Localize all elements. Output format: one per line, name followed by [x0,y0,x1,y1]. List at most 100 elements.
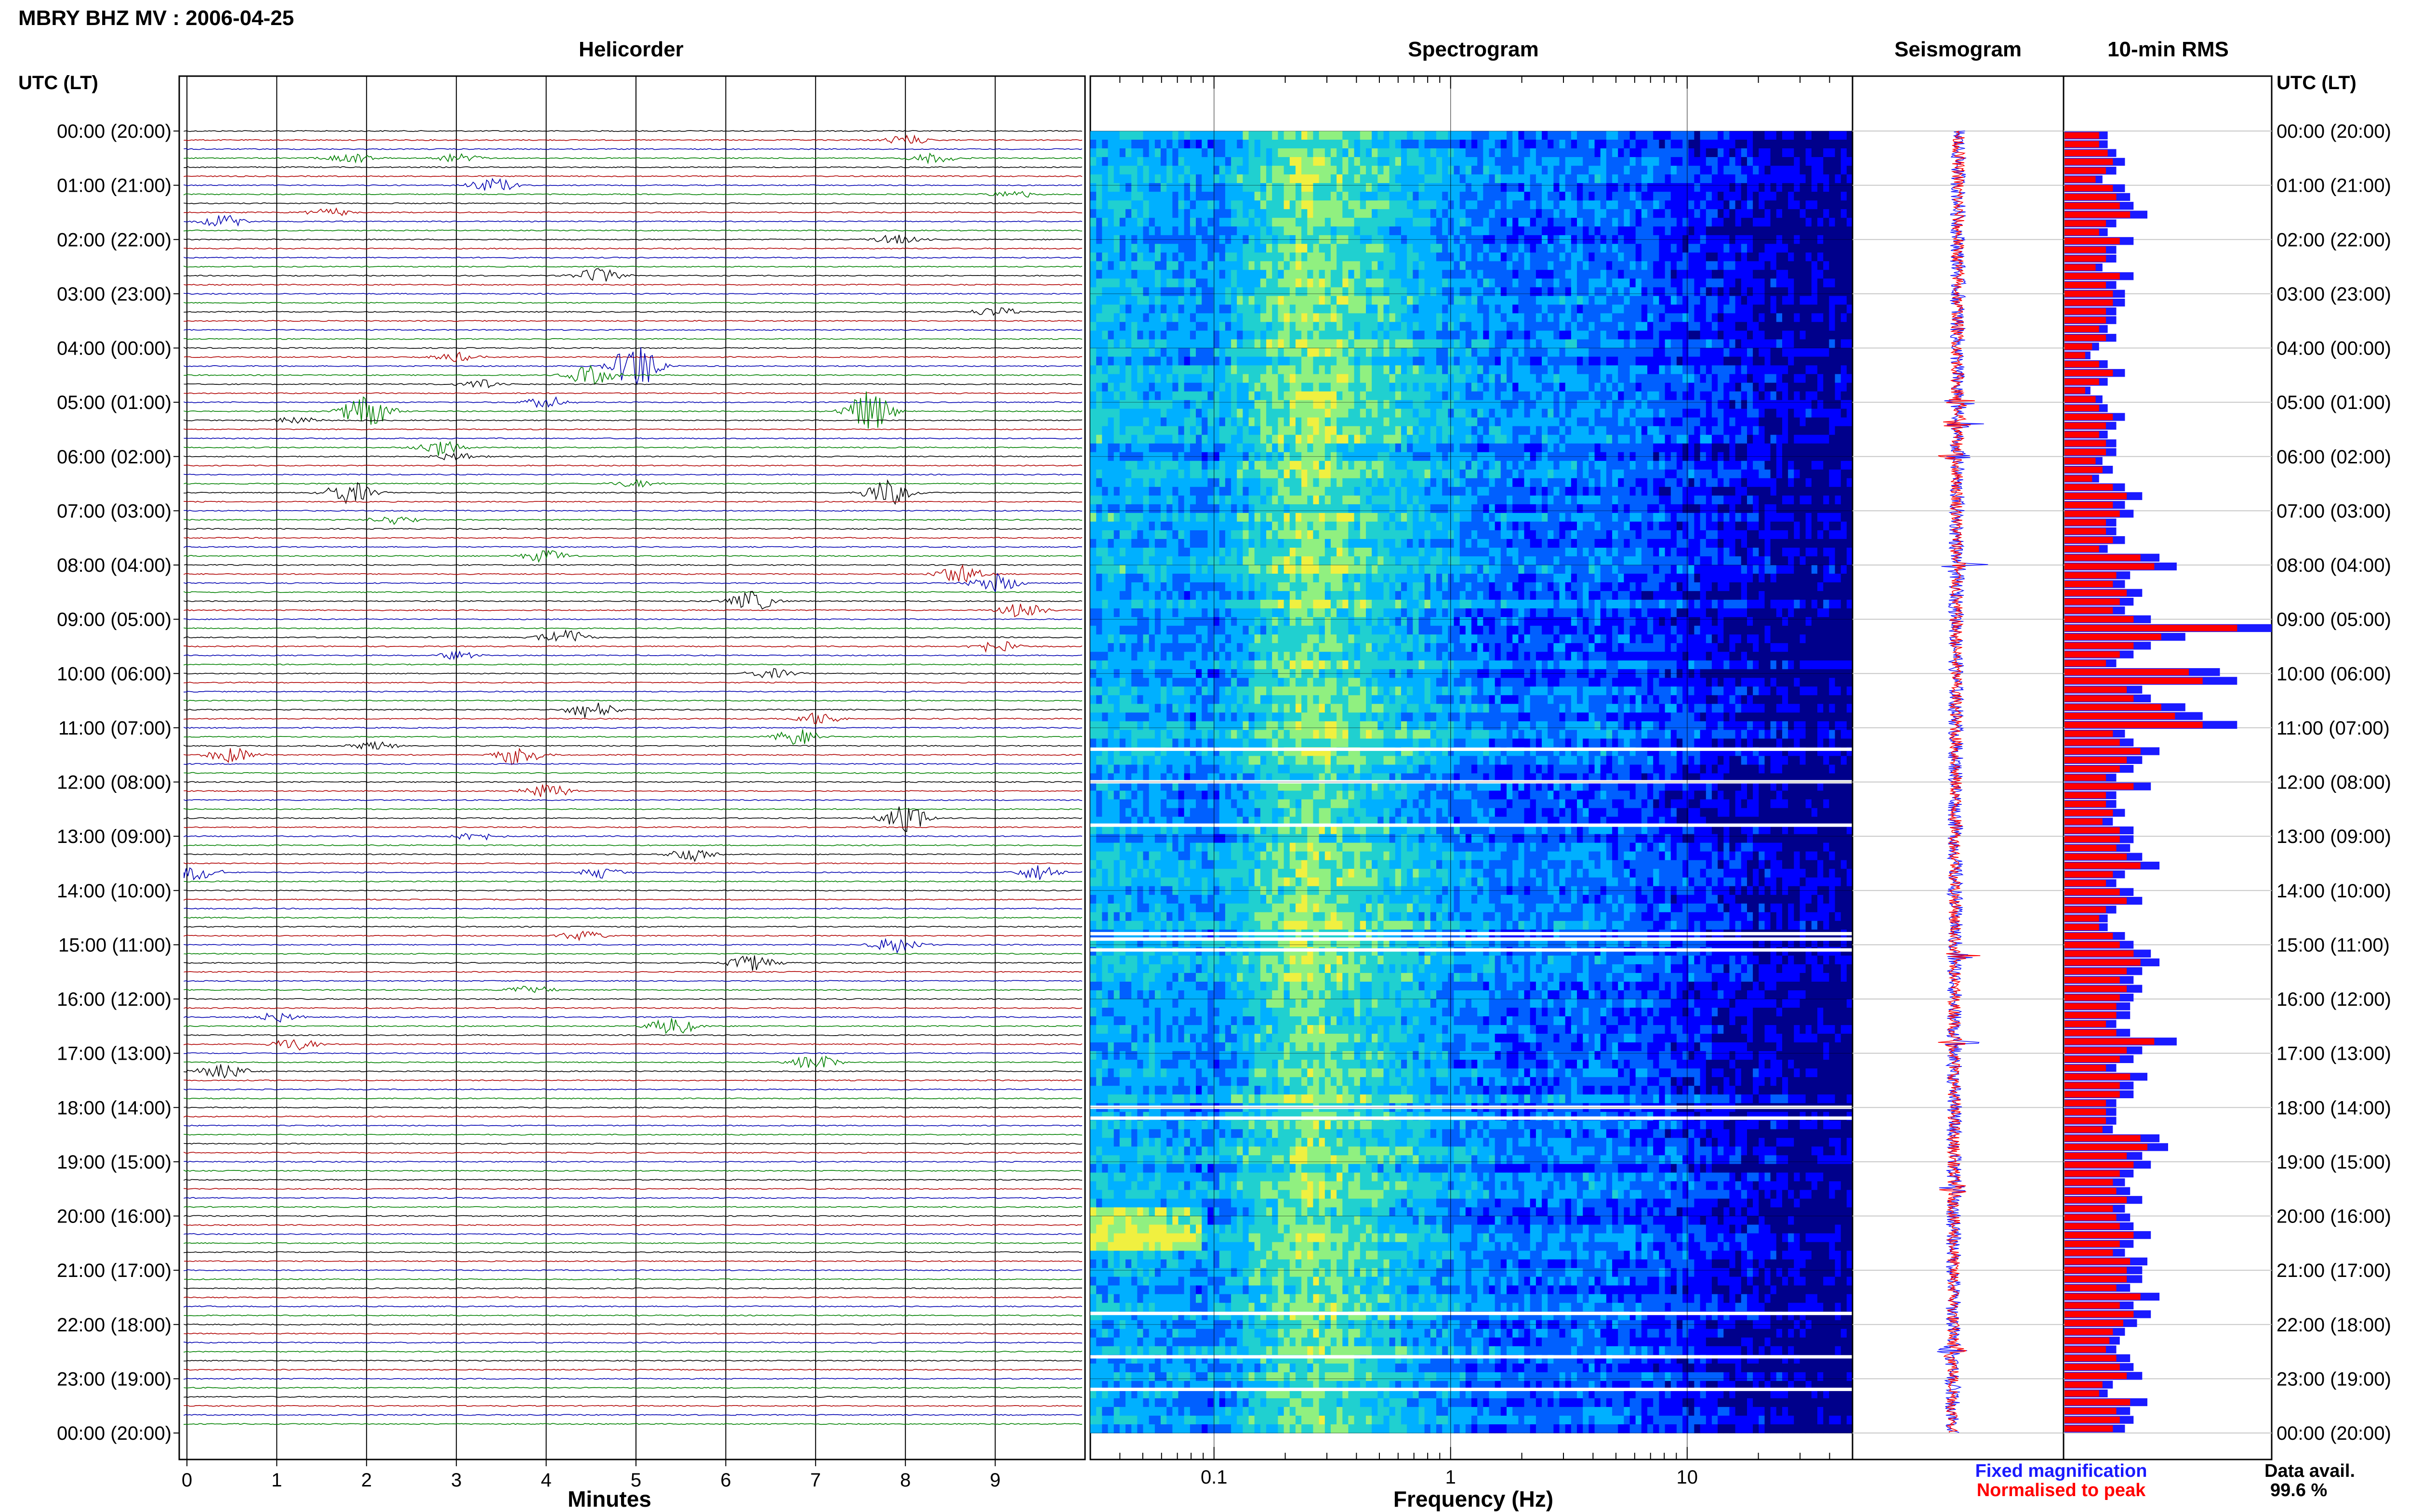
spectrogram-cell [1196,434,1202,444]
spectrogram-cell [1430,391,1437,401]
spectrogram-cell [1254,330,1261,340]
spectrogram-cell [1196,382,1202,392]
spectrogram-cell [1794,148,1800,158]
spectrogram-cell [1735,192,1742,201]
spectrogram-cell [1383,391,1390,401]
spectrogram-cell [1213,339,1220,349]
spectrogram-cell [1776,304,1783,314]
spectrogram-cell [1500,365,1507,375]
spectrogram-cell [1465,261,1472,270]
spectrogram-cell [1237,209,1243,218]
spectrogram-cell [1313,270,1320,279]
spectrogram-cell [1600,270,1607,279]
spectrogram-cell [1641,200,1648,210]
spectrogram-cell [1389,348,1396,357]
spectrogram-cell [1647,304,1654,314]
spectrogram-cell [1202,400,1208,409]
spectrogram-cell [1272,287,1278,296]
spectrogram-cell [1154,192,1161,201]
spectrogram-cell [1718,131,1724,140]
spectrogram-cell [1131,157,1138,166]
spectrogram-cell [1530,330,1536,340]
spectrogram-cell [1149,400,1155,409]
spectrogram-cell [1260,252,1267,262]
spectrogram-cell [1829,382,1836,392]
spectrogram-cell [1272,374,1278,383]
spectrogram-cell [1254,200,1261,210]
spectrogram-cell [1823,417,1829,427]
spectrogram-cell [1711,157,1718,166]
spectrogram-cell [1811,131,1818,140]
spectrogram-cell [1113,391,1120,401]
spectrogram-cell [1389,443,1396,453]
helicorder-trace [184,1188,1082,1190]
spectrogram-cell [1823,270,1829,279]
spectrogram-cell [1729,304,1736,314]
spectrogram-cell [1319,322,1325,331]
helicorder-trace [184,740,1083,750]
spectrogram-cell [1624,226,1630,236]
spectrogram-cell [1237,408,1243,418]
spectrogram-cell [1319,417,1325,427]
spectrogram-cell [1266,374,1272,383]
spectrogram-cell [1688,278,1695,288]
spectrogram-cell [1149,131,1155,140]
spectrogram-cell [1794,426,1800,435]
spectrogram-cell [1137,209,1144,218]
spectrogram-cell [1407,244,1413,253]
spectrogram-cell [1372,261,1378,270]
spectrogram-cell [1500,417,1507,427]
spectrogram-cell [1788,443,1794,453]
spectrogram-cell [1237,391,1243,401]
spectrogram-cell [1846,408,1853,418]
spectrogram-cell [1782,400,1788,409]
spectrogram-cell [1231,382,1237,392]
spectrogram-cell [1764,270,1771,279]
spectrogram-cell [1231,400,1237,409]
spectrogram-cell [1530,157,1536,166]
spectrogram-cell [1248,174,1255,184]
spectrogram-cell [1629,252,1636,262]
spectrogram-cell [1507,434,1513,444]
spectrogram-cell [1348,339,1355,349]
spectrogram-cell [1753,330,1759,340]
spectrogram-cell [1618,192,1624,201]
spectrogram-cell [1459,200,1466,210]
spectrogram-cell [1366,426,1372,435]
spectrogram-cell [1161,348,1167,357]
spectrogram-cell [1729,287,1736,296]
spectrogram-cell [1213,157,1220,166]
spectrogram-cell [1424,400,1431,409]
spectrogram-cell [1759,339,1765,349]
spectrogram-cell [1688,313,1695,322]
helicorder-trace [184,379,1083,388]
spectrogram-cell [1231,209,1237,218]
spectrogram-cell [1629,400,1636,409]
spectrogram-cell [1278,443,1284,453]
spectrogram-cell [1166,313,1173,322]
spectrogram-cell [1565,174,1572,184]
spectrogram-cell [1131,417,1138,427]
spectrogram-cell [1442,348,1448,357]
spectrogram-cell [1659,183,1666,192]
spectrogram-cell [1430,148,1437,158]
spectrogram-cell [1512,296,1519,305]
spectrogram-cell [1436,252,1443,262]
spectrogram-cell [1295,443,1302,453]
spectrogram-cell [1125,365,1132,375]
spectrogram-cell [1207,218,1214,227]
spectrogram-cell [1190,166,1196,175]
spectrogram-cell [1272,313,1278,322]
helicorder-trace [184,917,1083,919]
spectrogram-cell [1143,287,1150,296]
spectrogram-cell [1319,131,1325,140]
spectrogram-cell [1231,356,1237,366]
spectrogram-cell [1161,166,1167,175]
spectrogram-cell [1718,166,1724,175]
spectrogram-cell [1600,209,1607,218]
spectrogram-cell [1512,339,1519,349]
spectrogram-cell [1600,374,1607,383]
spectrogram-cell [1817,140,1824,149]
spectrogram-cell [1161,304,1167,314]
spectrogram-cell [1676,148,1683,158]
